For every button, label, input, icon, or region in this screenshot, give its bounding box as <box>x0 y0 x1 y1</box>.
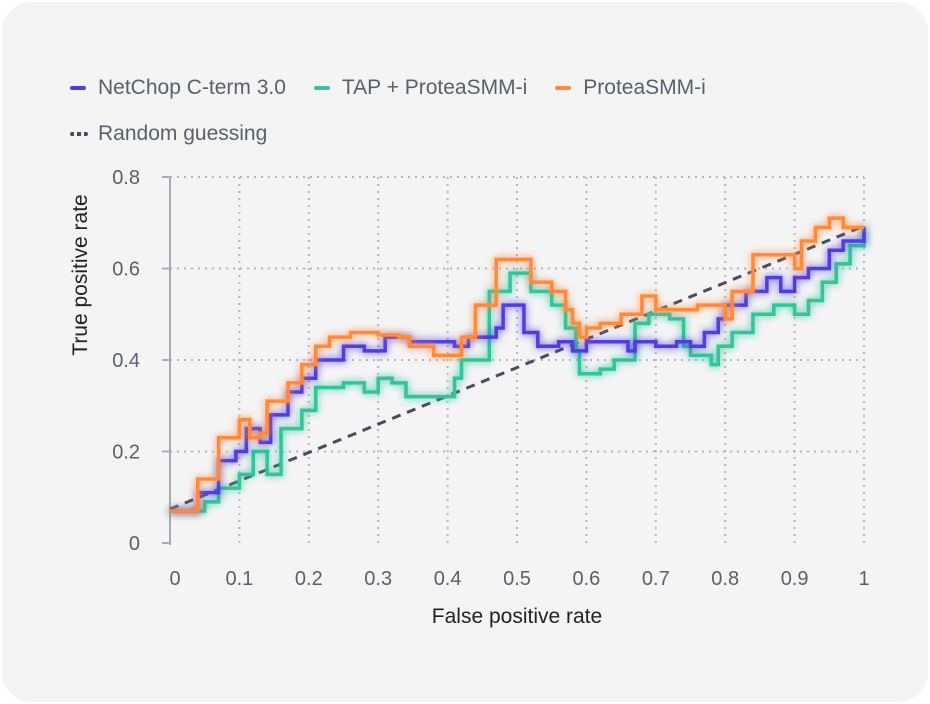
legend-swatch <box>70 132 88 136</box>
x-tick-label: 0.8 <box>711 568 739 590</box>
legend-swatch <box>313 86 330 90</box>
x-tick-label: 0 <box>169 568 180 590</box>
tick-labels: 0 0.1 0.2 0.3 0.4 0.5 0.6 0.7 0.8 0.9 1 0 0.2 0.4 0.6 0… <box>112 167 869 590</box>
x-tick-label: 0.1 <box>225 568 253 590</box>
y-tick-label: 0.4 <box>112 350 140 372</box>
x-tick-label: 0.6 <box>572 568 600 590</box>
axes <box>162 176 171 545</box>
x-tick-label: 0.3 <box>364 568 392 590</box>
x-tick-label: 0.9 <box>781 568 809 590</box>
y-axis-label: True positive rate <box>69 194 92 355</box>
legend-item-random: Random guessing <box>70 122 267 146</box>
x-tick-label: 0.4 <box>434 568 462 590</box>
x-tick-label: 1 <box>858 568 869 590</box>
legend-label: Random guessing <box>98 122 268 145</box>
x-tick-label: 0.7 <box>642 568 670 590</box>
y-tick-label: 0.2 <box>112 442 140 464</box>
x-axis-label: False positive rate <box>432 605 602 628</box>
legend-swatch <box>555 86 572 90</box>
legend-item-proteasmm: ProteaSMM-i <box>555 76 706 100</box>
y-tick-label: 0.8 <box>112 167 140 189</box>
legend-swatch <box>70 86 86 90</box>
series-group <box>169 216 866 513</box>
series-line-netchop-c-term-3-0 <box>170 227 866 513</box>
series-line-random-guessing <box>169 224 865 511</box>
series-line-tap-proteasmm-i <box>170 227 866 513</box>
legend-label: TAP + ProteaSMM-i <box>341 76 528 99</box>
grid <box>170 176 865 543</box>
x-tick-label: 0.2 <box>295 568 323 590</box>
legend-item-netchop: NetChop C-term 3.0 <box>70 76 286 100</box>
legend: NetChop C-term 3.0 TAP + ProteaSMM-i Pro… <box>70 74 734 166</box>
y-tick-label: 0.6 <box>112 259 140 281</box>
legend-label: NetChop C-term 3.0 <box>98 76 286 99</box>
legend-label: ProteaSMM-i <box>583 76 706 99</box>
x-tick-label: 0.5 <box>503 568 531 590</box>
series-line-proteasmm-i <box>170 216 864 513</box>
y-tick-label: 0 <box>129 533 140 555</box>
legend-item-tap: TAP + ProteaSMM-i <box>313 76 528 100</box>
